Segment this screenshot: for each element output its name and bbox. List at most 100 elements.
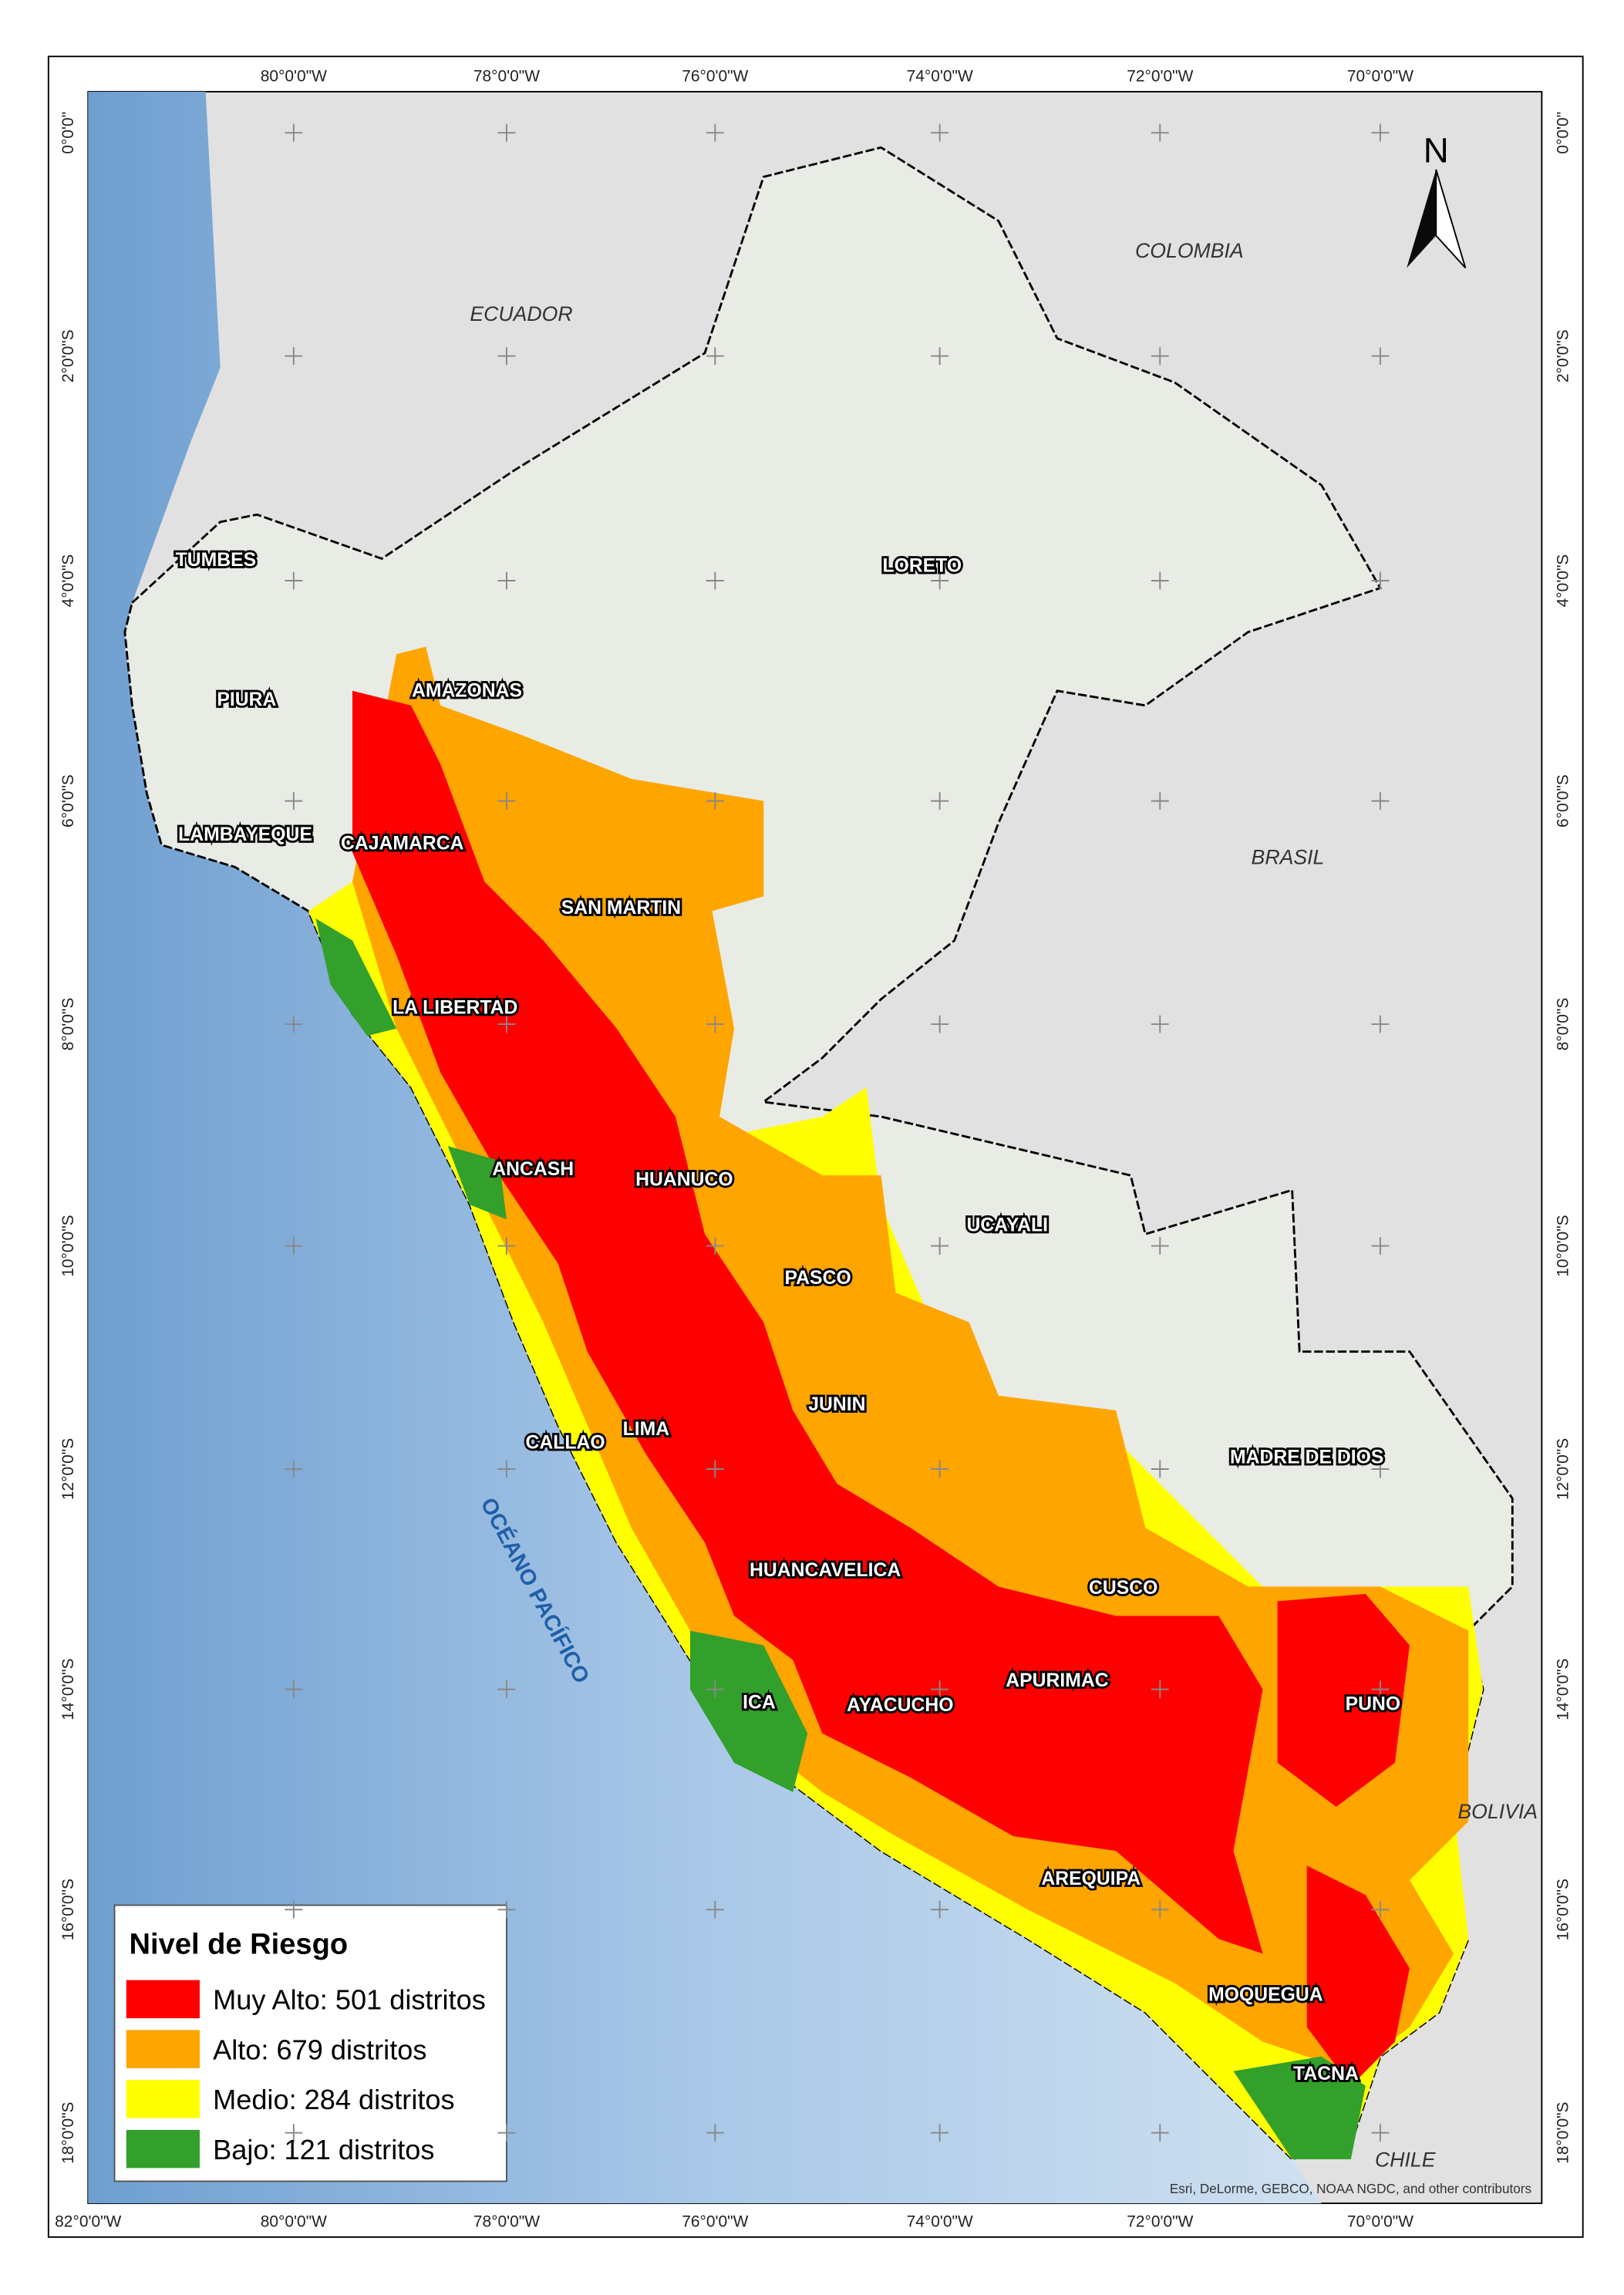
graticule-cross — [285, 347, 303, 366]
graticule-label: 12°0'0"S — [59, 1438, 77, 1500]
graticule-label: 2°0'0"S — [1555, 329, 1572, 382]
graticule-cross — [931, 1460, 949, 1478]
region-label: HUANUCO — [635, 1170, 733, 1191]
graticule-cross — [706, 123, 724, 142]
region-label: CUSCO — [1089, 1578, 1157, 1599]
graticule-label: 0°0'0" — [1555, 112, 1572, 154]
graticule-label: 80°0'0"W — [261, 2213, 327, 2231]
graticule-cross — [497, 2124, 516, 2142]
north-arrow — [1435, 169, 1467, 269]
legend-swatch — [126, 2080, 200, 2118]
muy-alto-zone — [1277, 1593, 1410, 1807]
region-label: ICA — [743, 1692, 776, 1713]
graticule-cross — [1371, 1680, 1390, 1699]
graticule-cross — [497, 792, 516, 810]
graticule-label: 72°0'0"W — [1127, 68, 1193, 86]
graticule-cross — [931, 2124, 949, 2142]
legend-label: Medio: 284 distritos — [213, 2084, 455, 2115]
bajo-zone — [447, 1146, 507, 1220]
graticule-cross — [931, 571, 949, 590]
graticule-label: 10°0'0"S — [59, 1215, 77, 1276]
graticule-cross — [285, 2124, 303, 2142]
graticule-cross — [1151, 571, 1169, 590]
graticule-cross — [285, 1015, 303, 1033]
graticule-label: 72°0'0"W — [1127, 2213, 1193, 2231]
credit: Esri, DeLorme, GEBCO, NOAA NGDC, and oth… — [1170, 2181, 1531, 2196]
region-label: LORETO — [882, 556, 962, 577]
legend-swatch — [126, 2129, 200, 2169]
graticule-cross — [285, 792, 303, 810]
region-label: LAMBAYEQUE — [178, 824, 312, 845]
graticule-label: 4°0'0"S — [1555, 554, 1572, 608]
legend-swatch — [126, 2030, 200, 2068]
region-label: CAJAMARCA — [341, 833, 464, 854]
graticule-cross — [1371, 1237, 1390, 1255]
bajo-zone — [315, 918, 397, 1036]
graticule-cross — [706, 1680, 724, 1699]
graticule-label: 4°0'0"S — [59, 554, 77, 608]
graticule-cross — [706, 347, 724, 366]
graticule-cross — [285, 571, 303, 590]
region-label: ANCASH — [492, 1159, 574, 1180]
north-label: N — [1424, 130, 1449, 170]
legend-label: Muy Alto: 501 distritos — [213, 1984, 486, 2016]
graticule-cross — [1151, 1680, 1169, 1699]
graticule-cross — [706, 1460, 724, 1478]
graticule-cross — [931, 792, 949, 810]
graticule-cross — [497, 1900, 516, 1919]
graticule-cross — [497, 1015, 516, 1033]
graticule-label: 16°0'0"S — [1555, 1879, 1572, 1940]
region-label: CALLAO — [526, 1432, 605, 1453]
region-label: SAN MARTIN — [561, 898, 681, 918]
graticule-cross — [285, 123, 303, 142]
country-label: ECUADOR — [470, 302, 572, 325]
graticule-cross — [1151, 123, 1169, 142]
muy-alto-zone — [352, 690, 1263, 1954]
graticule-label: 0°0'0" — [59, 112, 77, 154]
graticule-cross — [285, 1680, 303, 1699]
graticule-label: 6°0'0"S — [1555, 774, 1572, 827]
graticule-cross — [1151, 1460, 1169, 1478]
graticule-cross — [706, 571, 724, 590]
graticule-label: 82°0'0"W — [55, 2213, 121, 2231]
region-label: AREQUIPA — [1041, 1869, 1141, 1889]
region-label: HUANCAVELICA — [750, 1560, 901, 1581]
graticule-cross — [706, 1900, 724, 1919]
region-label: PIURA — [217, 689, 276, 710]
graticule-cross — [931, 1015, 949, 1033]
graticule-cross — [1151, 1900, 1169, 1919]
region-label: UCAYALI — [967, 1215, 1048, 1236]
country-label: BOLIVIA — [1457, 1800, 1538, 1823]
legend-swatch — [126, 1980, 200, 2019]
graticule-label: 78°0'0"W — [473, 2213, 540, 2231]
country-label: CHILE — [1375, 2148, 1437, 2171]
graticule-label: 12°0'0"S — [1555, 1438, 1572, 1500]
graticule-cross — [1151, 1237, 1169, 1255]
graticule-label: 76°0'0"W — [682, 2213, 748, 2231]
legend-title: Nivel de Riesgo — [130, 1928, 349, 1960]
graticule-label: 74°0'0"W — [907, 68, 973, 86]
graticule-cross — [497, 571, 516, 590]
graticule-cross — [285, 1237, 303, 1255]
graticule-label: 2°0'0"S — [59, 329, 77, 382]
region-label: APURIMAC — [1006, 1670, 1108, 1691]
region-label: AMAZONAS — [412, 680, 522, 701]
ocean — [88, 91, 1322, 2204]
region-label: LIMA — [623, 1419, 670, 1440]
graticule-cross — [1371, 347, 1390, 366]
graticule-label: 14°0'0"S — [59, 1658, 77, 1720]
region-label: LA LIBERTAD — [393, 998, 517, 1019]
graticule-label: 18°0'0"S — [1555, 2102, 1572, 2164]
frame — [47, 56, 1584, 2238]
graticule-cross — [1151, 2124, 1169, 2142]
graticule-cross — [285, 1460, 303, 1478]
graticule-label: 70°0'0"W — [1347, 68, 1413, 86]
region-label: JUNIN — [808, 1394, 865, 1415]
graticule-cross — [497, 123, 516, 142]
graticule-cross — [1371, 2124, 1390, 2142]
graticule-label: 76°0'0"W — [682, 68, 748, 86]
graticule-label: 8°0'0"S — [1555, 998, 1572, 1051]
graticule-cross — [706, 1237, 724, 1255]
graticule-cross — [931, 1680, 949, 1699]
graticule-cross — [1371, 123, 1390, 142]
